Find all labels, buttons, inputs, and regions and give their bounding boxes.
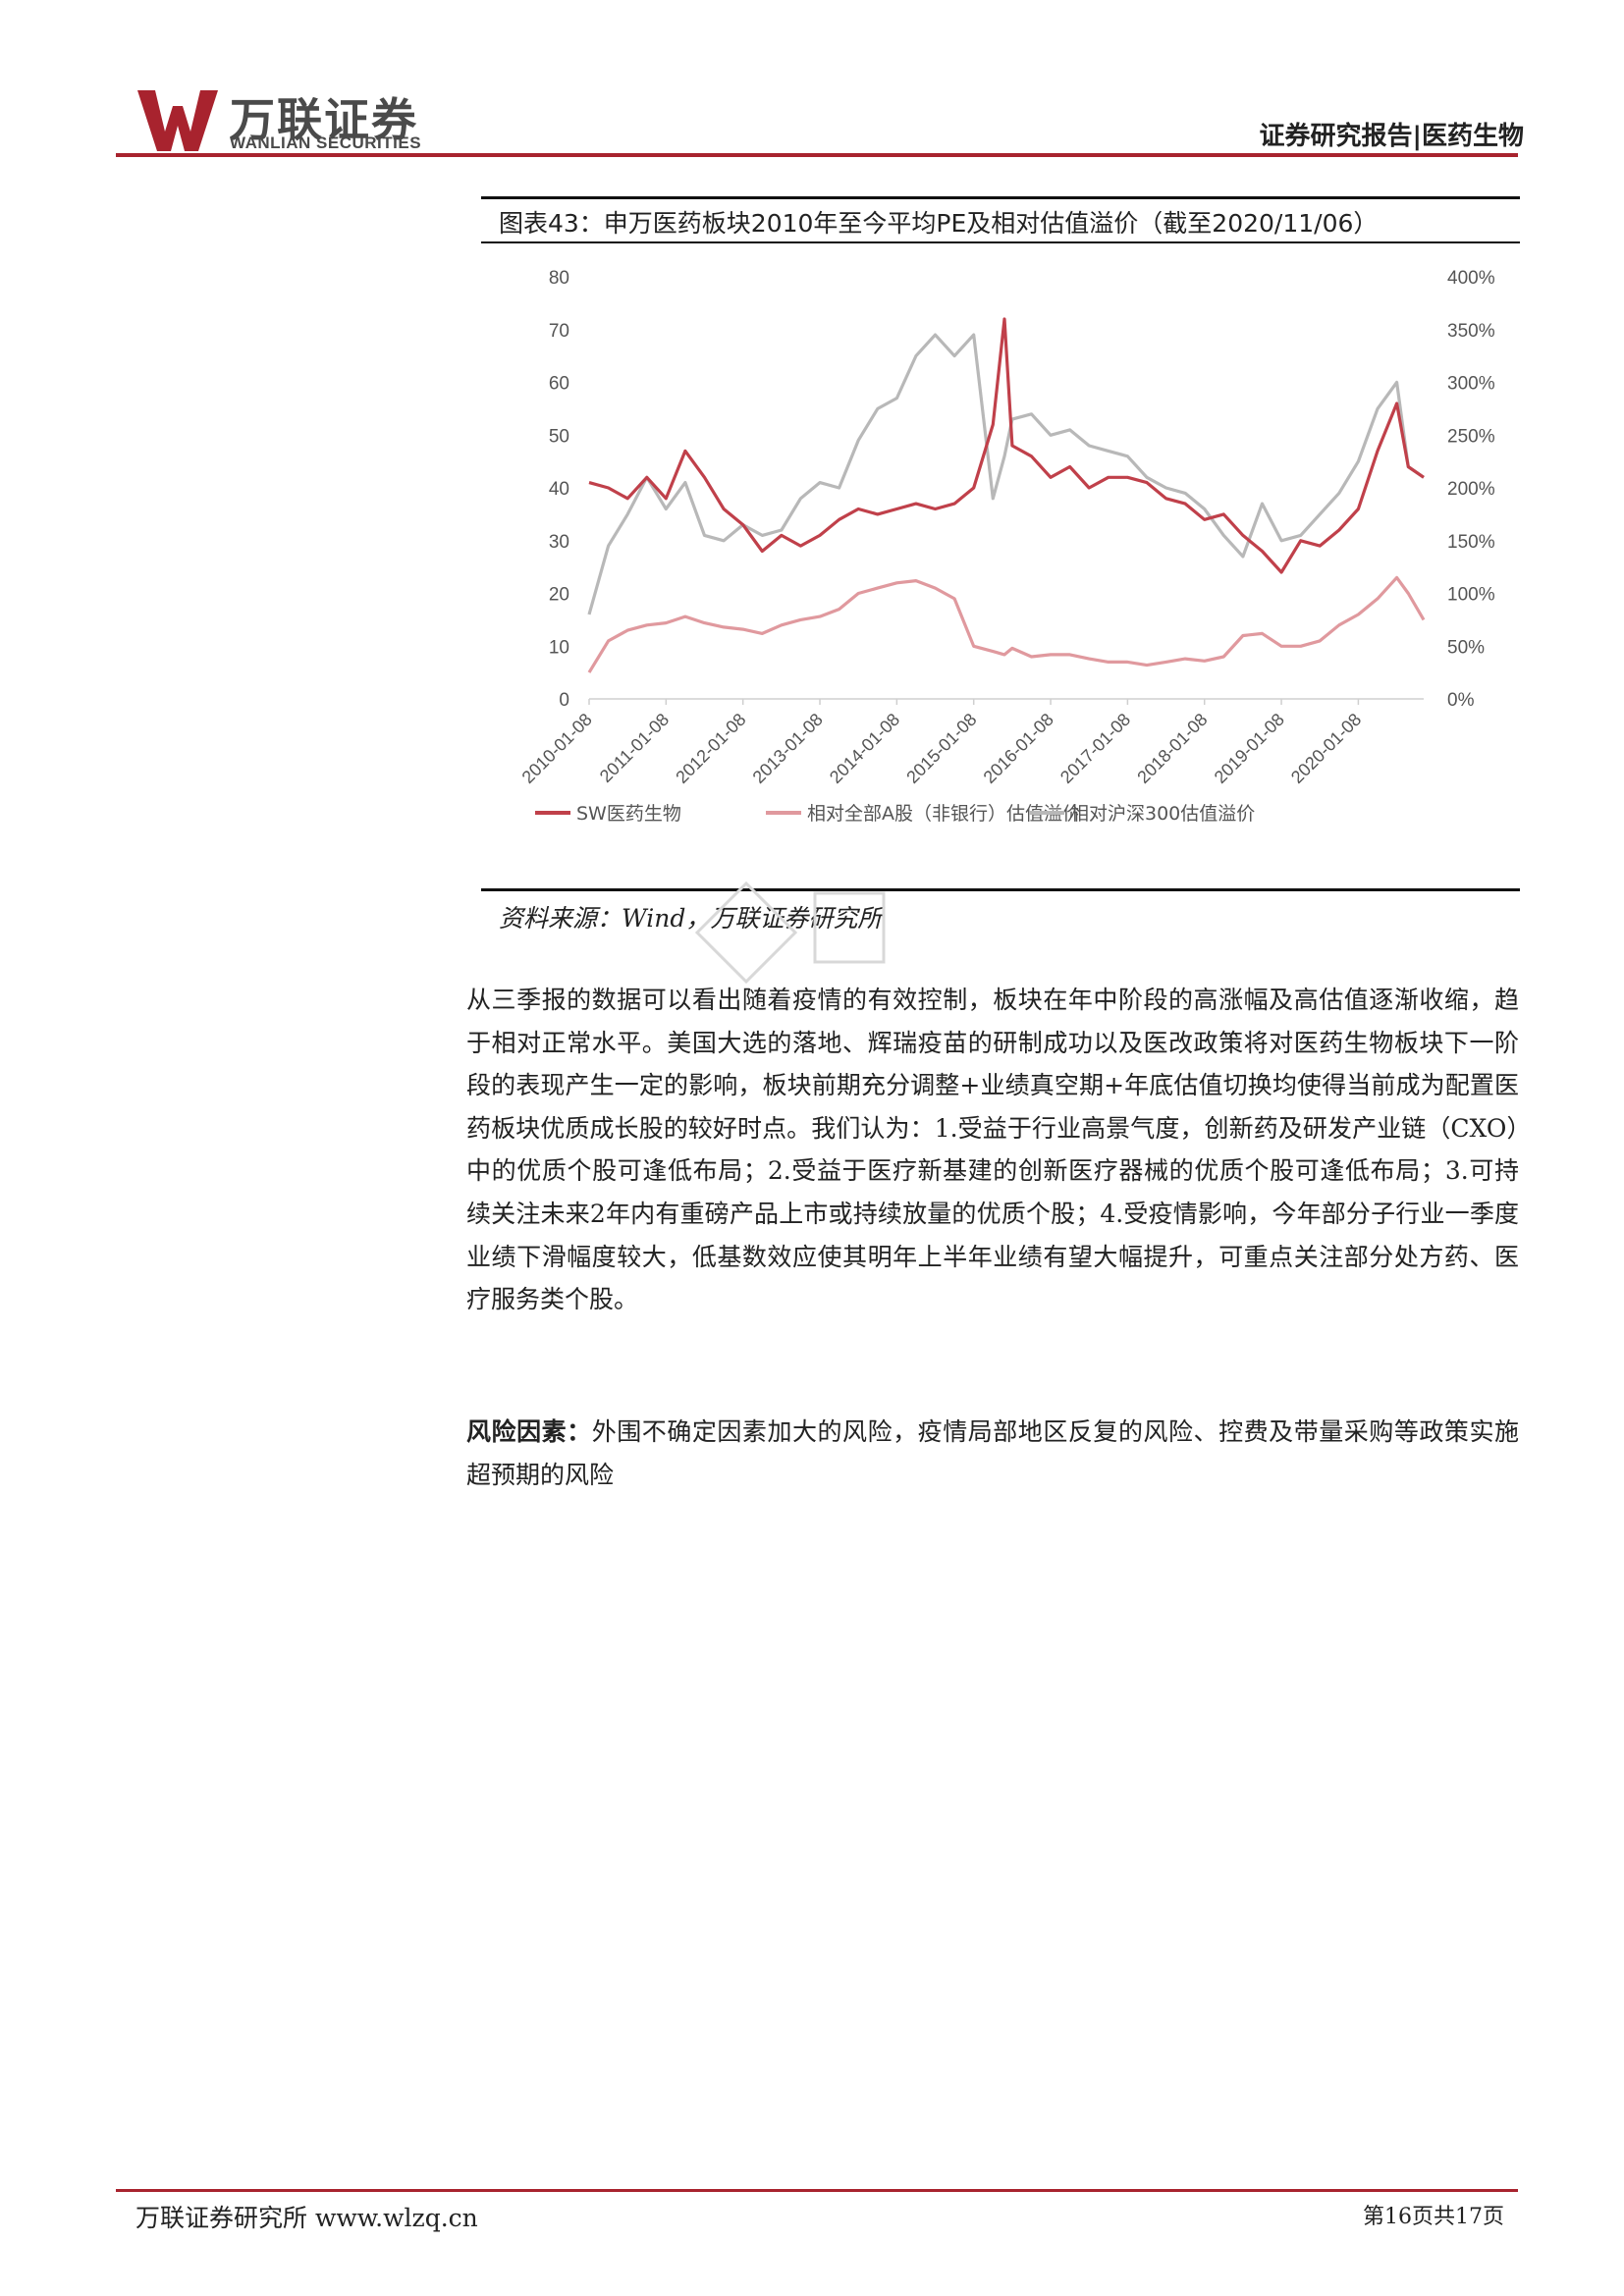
x-tick-label: 2010-01-08	[518, 710, 596, 787]
x-tick-label: 2017-01-08	[1056, 710, 1134, 787]
wanlian-w-logo-icon	[137, 90, 218, 151]
left-tick-label: 60	[549, 374, 569, 395]
left-tick-label: 50	[549, 426, 569, 447]
analysis-paragraph: 从三季报的数据可以看出随着疫情的有效控制，板块在年中阶段的高涨幅及高估值逐渐收缩…	[466, 986, 1519, 1314]
legend-label: 相对全部A股（非银行）估值溢价	[807, 803, 1081, 825]
x-tick-label: 2014-01-08	[826, 710, 903, 787]
x-tick-label: 2020-01-08	[1287, 710, 1365, 787]
left-tick-label: 80	[549, 268, 569, 289]
company-logo: 万联证券 WANLIAN SECURITIES	[135, 86, 460, 157]
footer-divider	[116, 2189, 1518, 2192]
report-category: 证券研究报告|医药生物	[1259, 122, 1525, 151]
series-line	[588, 317, 1425, 574]
right-tick-label: 150%	[1447, 532, 1495, 553]
risk-text: 外围不确定因素加大的风险，疫情局部地区反复的风险、控费及带量采购等政策实施超预期…	[466, 1417, 1519, 1489]
figure-top-rule	[481, 196, 1520, 199]
right-tick-label: 0%	[1447, 690, 1475, 711]
right-tick-label: 200%	[1447, 479, 1495, 500]
x-tick-label: 2016-01-08	[980, 710, 1057, 787]
left-tick-label: 30	[549, 532, 569, 553]
figure-title: 图表43：申万医药板块2010年至今平均PE及相对估值溢价（截至2020/11/…	[499, 209, 1379, 238]
right-tick-label: 400%	[1447, 268, 1495, 289]
figure-source: 资料来源：Wind，万联证券研究所	[499, 904, 883, 933]
x-tick-label: 2018-01-08	[1133, 710, 1211, 787]
left-tick-label: 20	[549, 585, 569, 606]
left-tick-label: 70	[549, 321, 569, 342]
legend-label: SW医药生物	[576, 803, 681, 825]
x-tick-label: 2015-01-08	[902, 710, 980, 787]
right-tick-label: 50%	[1447, 637, 1485, 658]
legend-label: 相对沪深300估值溢价	[1070, 803, 1255, 825]
left-y-axis: 0 10 20 30 40 50 60 70 80	[549, 268, 569, 711]
series-line	[587, 333, 1425, 615]
series-lines	[587, 317, 1426, 673]
right-tick-label: 250%	[1447, 426, 1495, 447]
right-tick-label: 300%	[1447, 374, 1495, 395]
x-axis: 2010-01-08 2011-01-08 2012-01-08 2013-01-08…	[518, 698, 1424, 787]
series-line	[587, 575, 1426, 673]
right-y-axis: 0% 50% 100% 150% 200% 250% 300% 350% 400%	[1447, 268, 1495, 711]
figure-bottom-rule	[481, 888, 1520, 891]
logo-english-name: WANLIAN SECURITIES	[230, 133, 422, 152]
x-tick-label: 2019-01-08	[1211, 710, 1288, 787]
x-tick-label: 2012-01-08	[672, 710, 749, 787]
header-divider	[116, 153, 1518, 157]
watermark-icon	[694, 881, 886, 985]
left-tick-label: 40	[549, 479, 569, 500]
left-tick-label: 10	[549, 637, 569, 658]
risk-label: 风险因素：	[466, 1417, 592, 1446]
x-tick-label: 2013-01-08	[749, 710, 827, 787]
logo-chinese-name: 万联证券	[230, 93, 418, 146]
right-tick-label: 350%	[1447, 321, 1495, 342]
risk-paragraph: 风险因素：外围不确定因素加大的风险，疫情局部地区反复的风险、控费及带量采购等政策…	[466, 1411, 1519, 1496]
right-tick-label: 100%	[1447, 585, 1495, 606]
page-number: 第16页共17页	[1363, 2205, 1504, 2229]
x-tick-label: 2011-01-08	[596, 710, 673, 786]
footer-source: 万联证券研究所 www.wlzq.cn	[135, 2204, 478, 2232]
pe-valuation-chart: 0 10 20 30 40 50 60 70 80 0% 50% 100% 150% 200% 250% 3…	[518, 268, 1495, 825]
left-tick-label: 0	[559, 690, 569, 711]
figure-title-rule	[481, 241, 1520, 243]
